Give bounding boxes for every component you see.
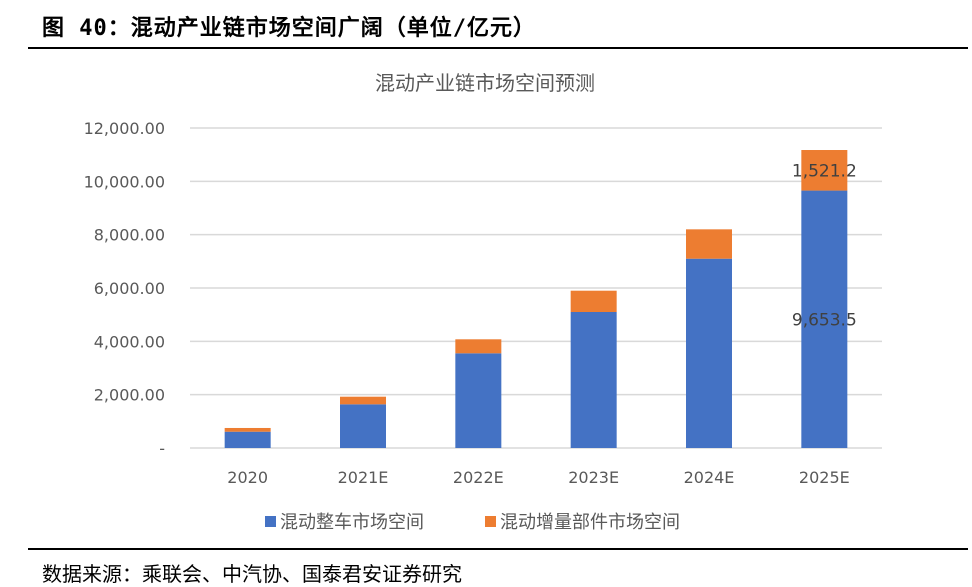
bottom-rule <box>28 548 968 550</box>
y-tick-label: 2,000.00 <box>94 386 165 405</box>
x-tick-label: 2021E <box>338 468 389 487</box>
y-tick-label: 8,000.00 <box>94 226 165 245</box>
bar-vehicle-2021E <box>340 404 386 448</box>
bar-components-2023E <box>570 290 617 312</box>
figure-title: 图 40：混动产业链市场空间广阔（单位/亿元） <box>42 16 536 41</box>
y-tick-label: - <box>159 439 165 458</box>
bar-components-2021E <box>340 396 386 405</box>
x-tick-label: 2024E <box>684 468 735 487</box>
bar-vehicle-2025E <box>801 190 848 448</box>
top-rule <box>28 47 968 49</box>
bar-vehicle-2022E <box>455 353 502 448</box>
legend-label: 混动整车市场空间 <box>280 512 424 533</box>
legend-swatch <box>485 516 496 527</box>
bar-vehicle-2024E <box>686 258 732 448</box>
x-tick-label: 2022E <box>453 468 504 487</box>
bar-components-2024E <box>686 229 732 259</box>
y-tick-label: 4,000.00 <box>94 332 165 351</box>
legend-label: 混动增量部件市场空间 <box>500 512 680 533</box>
source-note: 数据来源：乘联会、中汽协、国泰君安证券研究 <box>42 562 462 586</box>
legend-swatch <box>265 516 276 527</box>
x-tick-label: 2025E <box>799 468 850 487</box>
bar-components-2022E <box>455 339 502 354</box>
y-tick-label: 12,000.00 <box>84 119 165 138</box>
chart-title: 混动产业链市场空间预测 <box>375 71 595 95</box>
data-label: 9,653.5 <box>792 310 857 330</box>
data-label: 1,521.2 <box>792 161 857 181</box>
bar-components-2020 <box>224 427 271 432</box>
y-tick-label: 10,000.00 <box>84 172 165 191</box>
x-tick-label: 2020 <box>227 468 268 487</box>
x-tick-label: 2023E <box>568 468 619 487</box>
bar-vehicle-2020 <box>224 431 271 448</box>
bar-vehicle-2023E <box>570 312 617 448</box>
bar-components-2025E <box>801 150 848 191</box>
y-tick-label: 6,000.00 <box>94 279 165 298</box>
